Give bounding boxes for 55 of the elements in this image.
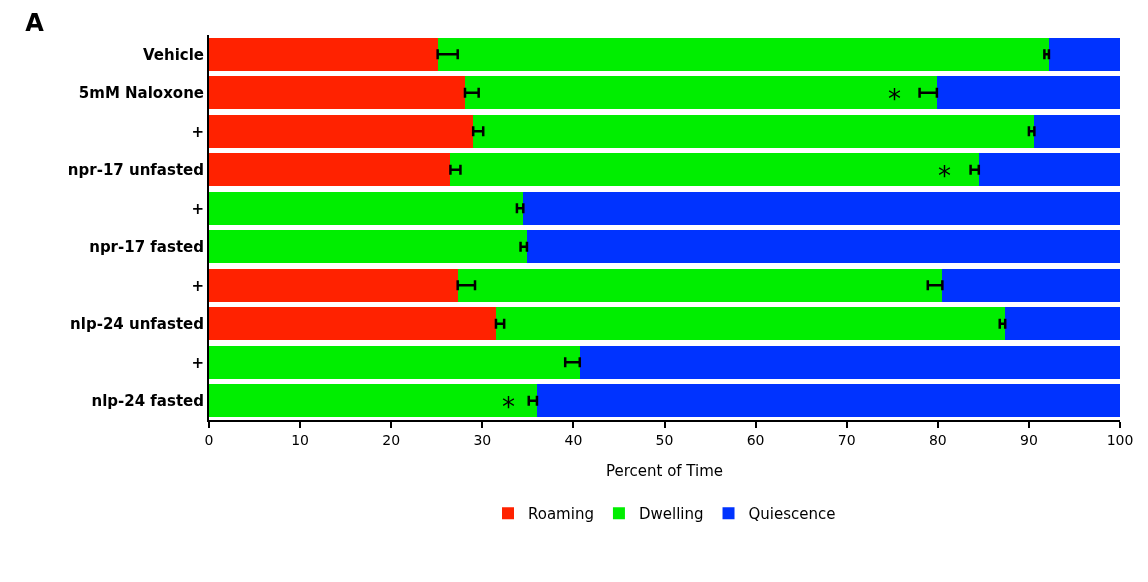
- legend-label: Roaming: [528, 505, 594, 524]
- bar: [936, 76, 1120, 110]
- y-tick-label: +: [191, 122, 204, 141]
- bar: [495, 307, 1006, 341]
- y-tick-label: 5mM Naloxone: [78, 84, 204, 102]
- y-tick-label: +: [191, 199, 204, 218]
- x-tick-label: 30: [473, 431, 492, 448]
- bar: [209, 191, 524, 225]
- bar: [978, 153, 1120, 187]
- y-tick-label: +: [191, 353, 204, 372]
- bar: [579, 345, 1120, 379]
- y-tick-label: nlp-24 fasted: [91, 392, 204, 410]
- bar: [209, 153, 451, 187]
- bar: [437, 37, 1049, 71]
- bar: [209, 345, 580, 379]
- bar: [209, 307, 496, 341]
- y-tick-label: Vehicle: [143, 45, 204, 64]
- bar: [209, 268, 458, 302]
- bar: [473, 114, 1035, 148]
- bar: [209, 76, 465, 110]
- bar: [209, 114, 474, 148]
- bar: [1034, 114, 1120, 148]
- y-tick-label: +: [191, 276, 204, 295]
- annotation: *: [502, 392, 515, 422]
- bar: [536, 384, 1120, 418]
- y-tick-label: npr-17 unfasted: [67, 161, 204, 179]
- bar: [450, 153, 979, 187]
- bar: [209, 230, 527, 264]
- x-tick-label: 0: [204, 431, 214, 448]
- legend-label: Dwelling: [638, 505, 704, 524]
- x-tick-label: 90: [1019, 431, 1038, 448]
- annotation: *: [888, 84, 901, 114]
- x-tick-label: 80: [928, 431, 947, 448]
- x-tick-label: 20: [382, 431, 401, 448]
- y-tick-label: npr-17 fasted: [89, 238, 204, 256]
- x-tick-label: 50: [655, 431, 674, 448]
- bar: [523, 191, 1120, 225]
- annotation: *: [938, 161, 951, 191]
- bar: [209, 37, 438, 71]
- bar: [464, 76, 937, 110]
- x-axis-title: Percent of Time: [605, 462, 724, 480]
- x-tick-label: 70: [837, 431, 856, 448]
- bar: [209, 384, 537, 418]
- bar: [942, 268, 1120, 302]
- bar: [1048, 37, 1120, 71]
- legend-label: Quiescence: [748, 505, 836, 524]
- y-tick-label: nlp-24 unfasted: [70, 315, 204, 333]
- x-tick-label: 40: [564, 431, 583, 448]
- x-tick-label: 60: [746, 431, 765, 448]
- x-tick-label: 10: [291, 431, 310, 448]
- chart-title: A: [25, 9, 45, 38]
- bar: [457, 268, 943, 302]
- bar: [526, 230, 1120, 264]
- x-tick-label: 100: [1106, 431, 1134, 448]
- bar: [1005, 307, 1120, 341]
